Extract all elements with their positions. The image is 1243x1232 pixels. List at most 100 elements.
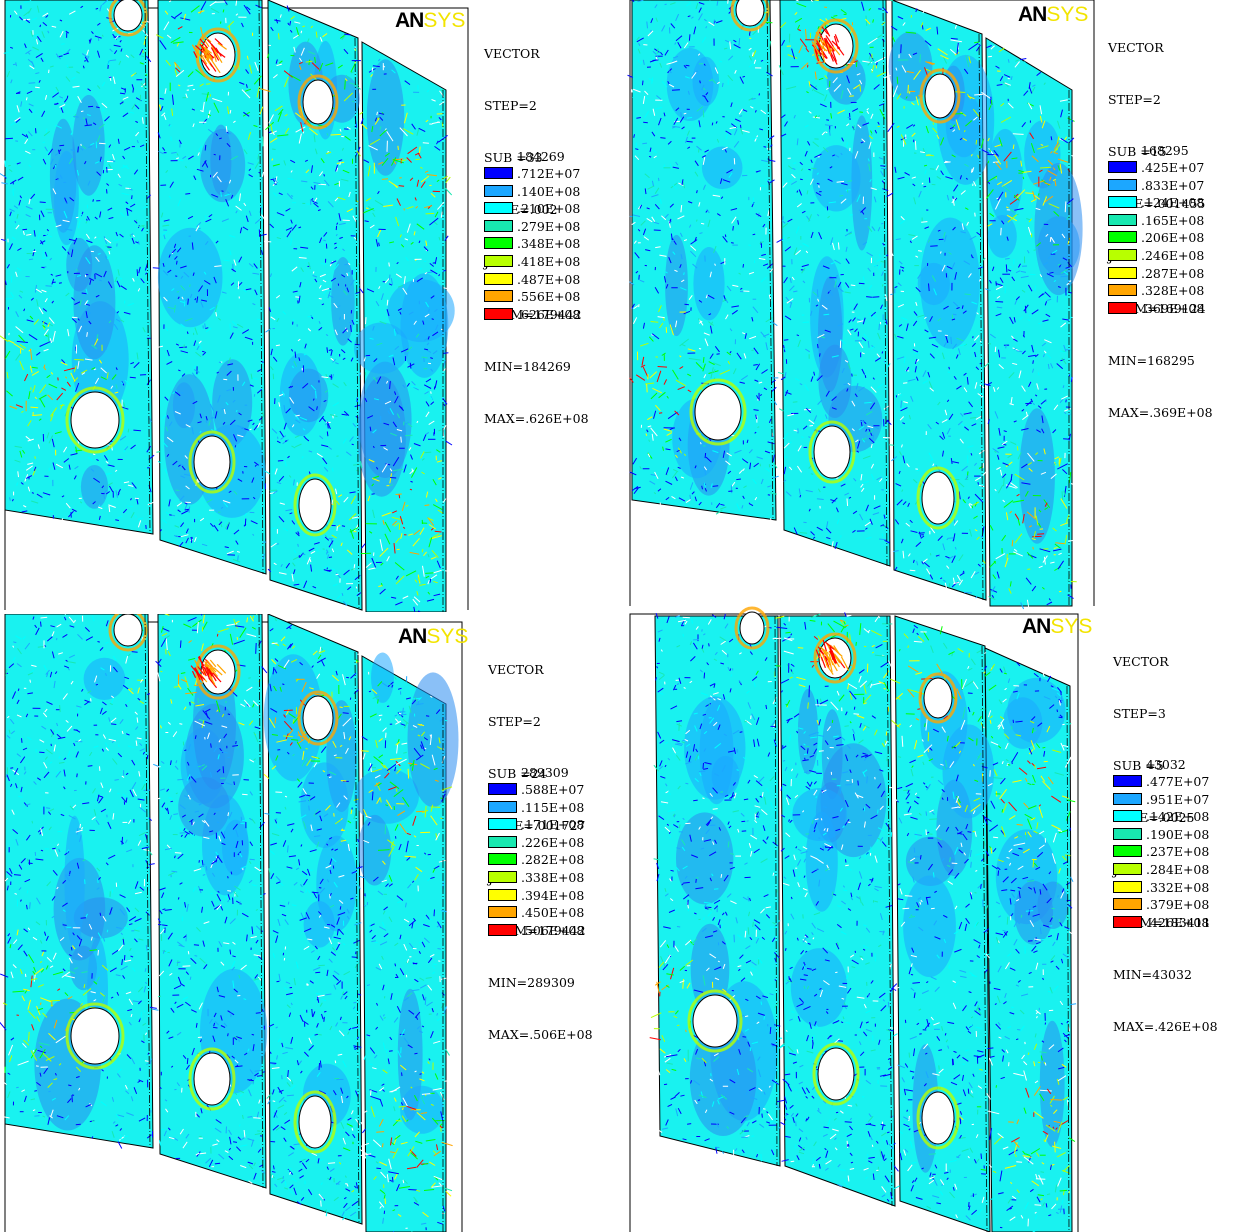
vector-arrow (651, 180, 654, 187)
vector-arrow (856, 318, 861, 321)
vector-arrow (25, 134, 29, 139)
legend-swatch (484, 219, 513, 232)
vector-arrow (822, 146, 829, 153)
vector-arrow (235, 205, 242, 211)
vector-arrow (1043, 556, 1046, 565)
vector-arrow (91, 615, 95, 622)
vector-arrow (761, 184, 767, 187)
vector-arrow (950, 39, 962, 43)
vector-arrow (802, 425, 808, 430)
vector-arrow (663, 276, 667, 283)
vector-arrow (75, 382, 80, 392)
vector-arrow (872, 425, 880, 430)
vector-arrow (136, 269, 139, 277)
vector-arrow (379, 1205, 382, 1209)
vector-arrow (22, 228, 28, 231)
vector-arrow (954, 24, 957, 29)
vector-arrow (203, 271, 207, 275)
vector-arrow (164, 396, 169, 401)
vector-arrow (796, 203, 802, 208)
legend-level-value: .712E+07 (517, 166, 581, 181)
vector-arrow (823, 313, 830, 316)
vector-arrow (272, 953, 276, 959)
vector-arrow (184, 455, 188, 459)
vector-arrow (830, 237, 834, 246)
vector-arrow (122, 155, 126, 160)
vector-arrow (341, 525, 346, 527)
vector-arrow (816, 213, 820, 217)
vector-arrow (117, 1073, 121, 1078)
vector-arrow (286, 1076, 292, 1082)
vector-arrow (299, 1160, 302, 1163)
vector-arrow (93, 368, 97, 371)
vector-arrow (307, 328, 312, 332)
vector-arrow (161, 802, 166, 808)
vector-arrow (1031, 585, 1037, 592)
vector-arrow (805, 407, 812, 413)
vector-arrow (367, 165, 371, 177)
vector-arrow (137, 520, 142, 528)
vector-arrow (927, 423, 932, 430)
vector-arrow (336, 167, 339, 172)
vector-arrow (21, 995, 26, 1002)
vector-arrow (372, 876, 379, 882)
vector-arrow (115, 367, 118, 371)
vector-arrow (1061, 395, 1069, 400)
vector-arrow (365, 303, 368, 307)
vector-arrow (840, 90, 844, 100)
vector-arrow (29, 65, 35, 70)
vector-arrow (117, 488, 121, 494)
vector-arrow (215, 133, 219, 137)
vector-arrow (1003, 74, 1011, 78)
vector-arrow (948, 413, 954, 420)
field-patch (920, 217, 980, 349)
vector-arrow (642, 95, 646, 104)
vector-arrow (253, 263, 258, 269)
vector-arrow (955, 119, 960, 131)
vector-arrow (654, 203, 660, 210)
vector-arrow (334, 246, 338, 250)
vector-arrow (123, 311, 131, 315)
vector-arrow (67, 329, 70, 337)
vector-arrow (1046, 273, 1054, 278)
vector-arrow (315, 31, 318, 38)
vector-arrow (35, 128, 37, 134)
legend-row: .348E+08 (484, 235, 614, 253)
vector-arrow (755, 414, 758, 420)
vector-arrow (410, 467, 418, 478)
vector-arrow (71, 297, 76, 301)
vector-arrow (381, 463, 388, 473)
vector-arrow (1057, 463, 1068, 470)
vector-arrow (748, 55, 752, 61)
vector-arrow (756, 395, 759, 400)
vector-arrow (376, 342, 383, 346)
vector-arrow (163, 114, 167, 120)
vector-arrow (172, 390, 177, 395)
vector-arrow (247, 1116, 253, 1118)
vector-arrow (810, 473, 814, 475)
vector-arrow (350, 279, 355, 286)
vector-arrow (894, 333, 898, 340)
vector-arrow (108, 144, 112, 148)
vector-arrow (187, 71, 194, 78)
vector-arrow (59, 104, 66, 108)
vector-arrow (104, 238, 112, 244)
vector-arrow (197, 514, 201, 517)
vector-arrow (115, 318, 121, 322)
vector-arrow (12, 189, 14, 196)
vector-arrow (430, 391, 432, 394)
vector-arrow (433, 909, 435, 917)
vector-arrow (298, 226, 302, 229)
vector-arrow (849, 328, 854, 331)
vector-arrow (1006, 553, 1008, 559)
vector-arrow (9, 405, 18, 410)
vector-arrow (847, 180, 852, 182)
vector-arrow (403, 751, 407, 754)
vector-arrow (970, 453, 973, 456)
vector-arrow (55, 274, 62, 277)
vector-arrow (650, 18, 654, 24)
vector-arrow (1059, 398, 1064, 404)
vector-arrow (1044, 291, 1051, 298)
vector-arrow (185, 537, 189, 544)
vector-arrow (637, 59, 640, 63)
